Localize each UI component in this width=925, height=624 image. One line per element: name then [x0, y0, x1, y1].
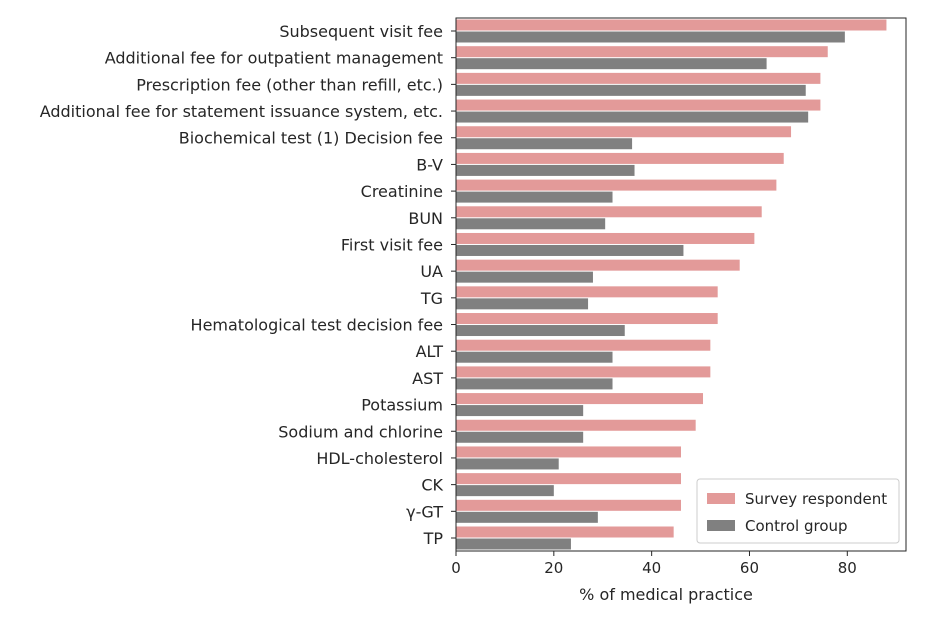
x-tick-label: 0 — [451, 559, 461, 577]
plot-frame — [455, 17, 907, 552]
bar-survey-respondent — [456, 366, 711, 378]
bar-control-group — [456, 511, 598, 523]
y-tick-label: TG — [420, 289, 443, 308]
bar-control-group — [456, 84, 806, 96]
y-tick-label: Hematological test decision fee — [191, 316, 443, 335]
bar-control-group — [456, 538, 571, 550]
y-tick-label: TP — [423, 529, 444, 548]
bar-control-group — [456, 378, 613, 390]
bar-survey-respondent — [456, 313, 718, 325]
bar-survey-respondent — [456, 446, 681, 458]
bar-survey-respondent — [456, 46, 828, 58]
x-tick-label: 80 — [838, 559, 857, 577]
y-tick-label: Creatinine — [361, 182, 443, 201]
y-tick-label: B-V — [416, 155, 443, 174]
y-tick-label: Biochemical test (1) Decision fee — [179, 129, 443, 148]
bar-control-group — [456, 298, 589, 310]
bar-survey-respondent — [456, 99, 821, 111]
y-tick-label: Prescription fee (other than refill, etc… — [136, 75, 443, 94]
bar-survey-respondent — [456, 393, 704, 405]
x-tick-label: 40 — [642, 559, 661, 577]
y-tick-label: HDL-cholesterol — [316, 449, 443, 468]
bar-survey-respondent — [456, 232, 755, 244]
bar-survey-respondent — [456, 126, 792, 138]
legend-label: Control group — [745, 517, 848, 535]
bar-control-group — [456, 164, 635, 176]
bar-survey-respondent — [456, 339, 711, 351]
y-tick-label: Sodium and chlorine — [278, 422, 443, 441]
bar-control-group — [456, 351, 613, 363]
y-tick-label: BUN — [408, 209, 443, 228]
y-tick-label: Additional fee for outpatient management — [105, 49, 443, 68]
bar-survey-respondent — [456, 419, 696, 431]
bar-control-group — [456, 111, 809, 123]
bar-control-group — [456, 405, 584, 417]
x-tick-label: 60 — [740, 559, 759, 577]
legend-label: Survey respondent — [745, 490, 887, 508]
bar-survey-respondent — [456, 259, 740, 271]
bar-survey-respondent — [456, 499, 681, 511]
bar-survey-respondent — [456, 179, 777, 191]
y-tick-label: UA — [420, 262, 443, 281]
bar-control-group — [456, 485, 554, 497]
y-tick-label: ALT — [416, 342, 444, 361]
legend-swatch — [707, 520, 735, 531]
y-tick-label: Potassium — [361, 396, 443, 415]
bar-control-group — [456, 218, 606, 230]
y-tick-label: Additional fee for statement issuance sy… — [40, 102, 443, 121]
bar-control-group — [456, 431, 584, 443]
y-tick-label: CK — [421, 476, 443, 495]
bar-survey-respondent — [456, 286, 718, 298]
bar-survey-respondent — [456, 72, 821, 84]
bar-survey-respondent — [456, 206, 762, 218]
legend-box — [696, 478, 900, 544]
bar-survey-respondent — [456, 526, 674, 538]
bar-control-group — [456, 458, 559, 470]
bar-control-group — [456, 58, 767, 70]
bar-survey-respondent — [456, 152, 784, 164]
y-tick-label: γ-GT — [406, 502, 443, 521]
bar-survey-respondent — [456, 19, 887, 31]
y-tick-label: AST — [412, 369, 443, 388]
bar-control-group — [456, 191, 613, 203]
bar-survey-respondent — [456, 473, 681, 485]
x-tick-label: 20 — [544, 559, 563, 577]
x-axis-title: % of medical practice — [579, 585, 753, 604]
bar-control-group — [456, 325, 625, 337]
bar-control-group — [456, 244, 684, 256]
y-tick-label: First visit fee — [341, 235, 443, 254]
y-tick-label: Subsequent visit fee — [279, 22, 443, 41]
bar-control-group — [456, 31, 845, 43]
bar-control-group — [456, 138, 633, 150]
bar-control-group — [456, 271, 593, 283]
legend-swatch — [707, 493, 735, 504]
